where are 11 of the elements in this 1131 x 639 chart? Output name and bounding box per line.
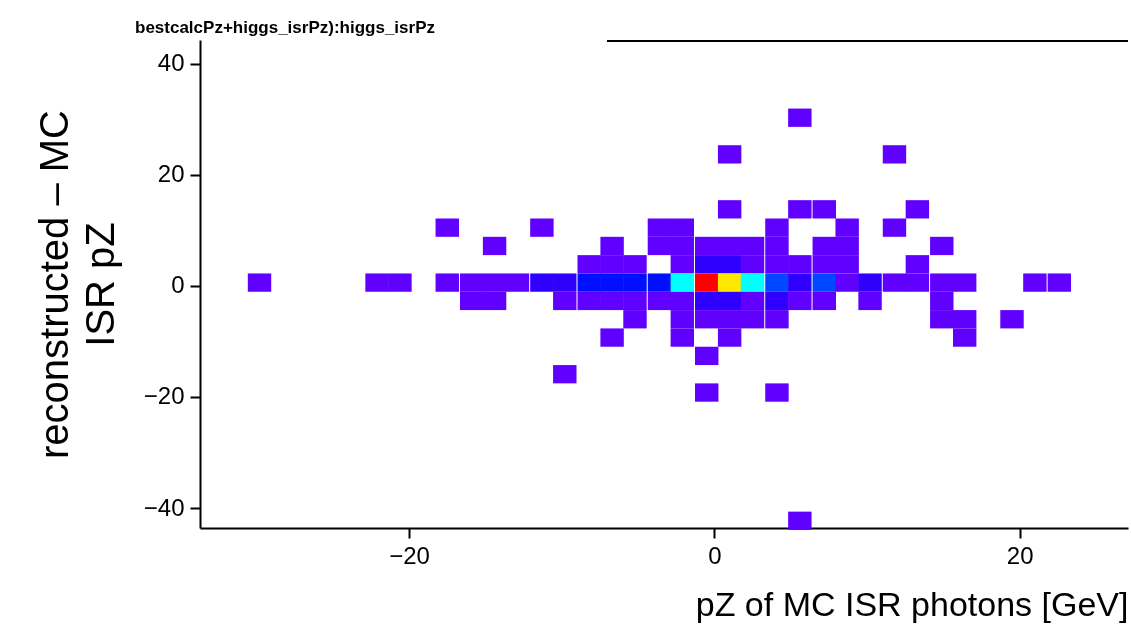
x-axis-title: pZ of MC ISR photons [GeV]: [695, 584, 1129, 623]
y-tick-label: 20: [157, 160, 185, 188]
y-tick-label: 0: [171, 271, 185, 299]
x-tick-label: 0: [708, 541, 722, 569]
y-tick-label: −40: [143, 493, 185, 521]
y-axis-title: reconstructed – MC ISR pZ: [31, 109, 122, 460]
chart-title: bestcalcPz+higgs_isrPz):higgs_isrPz: [135, 18, 435, 37]
x-tick-label: 20: [1006, 541, 1034, 569]
y-tick-label: 40: [157, 49, 185, 77]
y-tick-label: −20: [143, 382, 185, 410]
x-tick-label: −20: [389, 541, 430, 569]
